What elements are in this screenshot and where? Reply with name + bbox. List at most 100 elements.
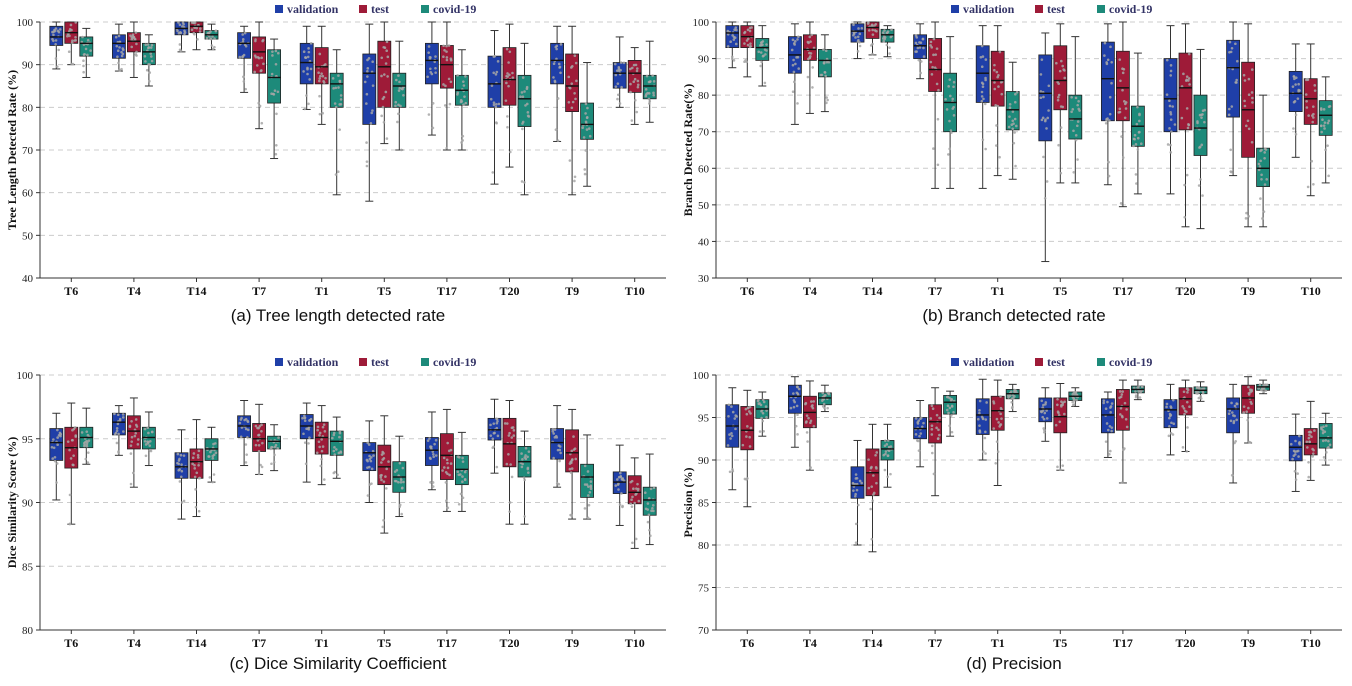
data-point [1230, 401, 1233, 405]
data-point [652, 486, 656, 489]
data-point [875, 481, 878, 485]
data-point [999, 395, 1002, 398]
data-point [446, 466, 450, 470]
legend-label-test: test [1047, 355, 1065, 369]
data-point [890, 28, 893, 31]
data-point [1169, 110, 1172, 114]
data-point [762, 400, 766, 404]
data-point [194, 505, 198, 509]
data-point [243, 31, 247, 35]
data-point [636, 487, 640, 491]
data-point [819, 73, 823, 77]
data-point [949, 414, 953, 417]
data-point [1243, 79, 1247, 82]
data-point [508, 431, 511, 435]
data-point [180, 469, 184, 473]
data-point [1057, 143, 1060, 147]
data-point [557, 444, 561, 447]
data-point [214, 451, 218, 455]
data-point [339, 450, 343, 454]
data-point [743, 477, 747, 481]
data-point [630, 479, 634, 483]
box-covid-T10 [1318, 412, 1333, 466]
data-point [526, 455, 529, 459]
data-point [583, 168, 587, 171]
data-point [130, 435, 134, 439]
data-point [583, 507, 587, 510]
box-covid-T14 [204, 426, 219, 484]
data-point [1197, 386, 1201, 389]
data-point [442, 83, 445, 86]
data-point [886, 31, 889, 34]
box-validation-T4 [788, 23, 802, 125]
data-point [870, 23, 874, 27]
box-covid-T7 [267, 38, 282, 160]
data-point [1070, 110, 1073, 114]
data-point [586, 470, 590, 473]
data-point [459, 98, 463, 102]
data-point [1057, 82, 1060, 85]
data-point [1105, 422, 1109, 425]
data-point [260, 423, 263, 427]
data-point [205, 36, 209, 40]
box-body [740, 406, 755, 451]
data-point [1074, 134, 1078, 137]
box-test-T14 [189, 419, 204, 518]
data-point [492, 101, 496, 104]
data-point [1185, 173, 1189, 177]
data-point [589, 485, 593, 489]
data-point [981, 85, 985, 89]
legend-swatch-covid [1097, 5, 1105, 13]
box-body [990, 395, 1005, 431]
data-point [366, 75, 369, 78]
data-point [241, 33, 244, 36]
data-point [1117, 111, 1121, 114]
data-point [1310, 435, 1313, 438]
data-point [938, 433, 941, 437]
data-point [930, 433, 934, 436]
data-point [809, 419, 813, 423]
data-point [434, 438, 438, 442]
data-point [70, 41, 74, 44]
data-point [622, 479, 626, 483]
data-point [1258, 165, 1262, 168]
box-covid-T6 [755, 25, 770, 87]
data-point [935, 82, 939, 86]
data-point [930, 424, 934, 428]
data-point [214, 442, 217, 445]
data-point [795, 391, 799, 395]
data-point [115, 426, 119, 430]
data-point [629, 67, 632, 71]
data-point [382, 457, 386, 460]
data-point [1134, 390, 1137, 393]
box-covid-T14 [204, 23, 219, 51]
data-point [857, 27, 860, 30]
box-covid-T9 [1256, 379, 1270, 395]
data-point [1307, 430, 1311, 434]
data-point [1172, 422, 1176, 425]
data-point [306, 67, 309, 71]
data-point [510, 475, 514, 479]
data-point [584, 149, 588, 152]
data-point [1042, 95, 1045, 99]
data-point [303, 441, 307, 444]
data-point [74, 35, 77, 39]
data-point [57, 48, 60, 52]
data-point [1227, 107, 1231, 111]
data-point [521, 458, 524, 461]
data-point [1055, 61, 1058, 65]
data-point [520, 91, 524, 94]
data-point [807, 57, 810, 61]
data-point [118, 40, 122, 44]
data-point [242, 80, 246, 83]
data-point [1061, 64, 1064, 68]
data-point [1013, 390, 1016, 394]
data-point [919, 416, 923, 420]
x-tick-label-T9: T9 [565, 636, 579, 650]
data-point [460, 141, 463, 144]
data-point [258, 104, 262, 108]
box-test-T7 [252, 21, 267, 130]
data-point [1308, 433, 1311, 437]
data-point [1043, 119, 1047, 123]
data-point [1118, 107, 1122, 111]
